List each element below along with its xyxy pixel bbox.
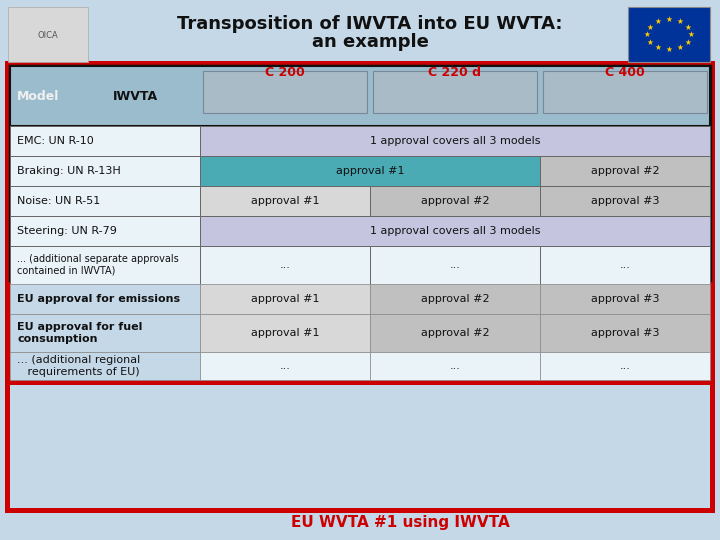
Bar [200, 284, 710, 380]
Text: ...: ... [449, 361, 460, 371]
Bar [370, 246, 540, 284]
Bar [203, 71, 367, 113]
Bar [10, 314, 200, 352]
Bar [540, 314, 710, 352]
Text: C 200: C 200 [265, 65, 305, 78]
Bar [10, 216, 200, 246]
Text: approval #1: approval #1 [336, 166, 404, 176]
Text: ★: ★ [677, 17, 683, 26]
Bar [370, 186, 540, 216]
Text: OICA: OICA [37, 30, 58, 39]
Text: approval #1: approval #1 [251, 328, 319, 338]
Bar [10, 126, 200, 156]
Text: ★: ★ [665, 45, 672, 54]
Bar [200, 282, 715, 385]
Text: ★: ★ [665, 15, 672, 24]
Text: EU WVTA #1 using IWVTA: EU WVTA #1 using IWVTA [291, 515, 509, 530]
Text: ★: ★ [654, 17, 662, 26]
Text: ... (additional separate approvals
contained in IWVTA): ... (additional separate approvals conta… [17, 254, 179, 276]
Text: ★: ★ [647, 37, 653, 46]
Text: IWVTA: IWVTA [112, 90, 158, 103]
Bar [540, 284, 710, 314]
Bar [373, 71, 537, 113]
Text: approval #2: approval #2 [420, 328, 490, 338]
Bar [628, 7, 710, 62]
Bar [200, 246, 370, 284]
Bar [200, 126, 710, 156]
Text: ...: ... [279, 361, 290, 371]
Text: ...: ... [449, 260, 460, 270]
Bar [10, 66, 710, 284]
Text: ★: ★ [685, 23, 691, 31]
Text: EU approval for emissions: EU approval for emissions [17, 294, 180, 304]
Bar [200, 352, 370, 380]
Bar [5, 282, 200, 385]
Text: EU approval for fuel
consumption: EU approval for fuel consumption [17, 322, 143, 344]
Text: approval #3: approval #3 [590, 196, 660, 206]
Bar [10, 156, 200, 186]
Bar [10, 352, 200, 380]
Text: ...: ... [279, 260, 290, 270]
Text: C 220 d: C 220 d [428, 65, 482, 78]
Text: ...: ... [620, 361, 631, 371]
Bar [540, 352, 710, 380]
Text: approval #3: approval #3 [590, 294, 660, 304]
Text: C 400: C 400 [605, 65, 645, 78]
Text: ★: ★ [688, 30, 694, 39]
Bar [8, 7, 88, 62]
Bar [370, 314, 540, 352]
Text: approval #3: approval #3 [590, 328, 660, 338]
Text: Noise: UN R-51: Noise: UN R-51 [17, 196, 100, 206]
Bar [10, 246, 200, 284]
Text: 1 approval covers all 3 models: 1 approval covers all 3 models [370, 136, 540, 146]
Bar [10, 284, 200, 380]
Text: ★: ★ [654, 43, 662, 52]
Bar [10, 66, 710, 126]
Bar [540, 246, 710, 284]
Text: approval #2: approval #2 [420, 294, 490, 304]
Text: ★: ★ [677, 43, 683, 52]
Bar [200, 216, 710, 246]
Text: ★: ★ [685, 37, 691, 46]
Bar [370, 352, 540, 380]
Text: Transposition of IWVTA into EU WVTA:: Transposition of IWVTA into EU WVTA: [177, 15, 563, 33]
Bar [10, 66, 710, 508]
Bar [200, 186, 370, 216]
Text: approval #2: approval #2 [420, 196, 490, 206]
Bar [200, 314, 370, 352]
Text: ... (additional regional
   requirements of EU): ... (additional regional requirements of… [17, 355, 140, 377]
Text: 1 approval covers all 3 models: 1 approval covers all 3 models [370, 226, 540, 236]
Text: EMC: UN R-10: EMC: UN R-10 [17, 136, 94, 146]
Bar [370, 284, 540, 314]
Text: approval #2: approval #2 [590, 166, 660, 176]
Bar [200, 156, 540, 186]
Bar [5, 61, 715, 513]
Text: Steering: UN R-79: Steering: UN R-79 [17, 226, 117, 236]
Bar [540, 156, 710, 186]
Bar [10, 186, 200, 216]
Text: approval #1: approval #1 [251, 196, 319, 206]
Bar [540, 186, 710, 216]
Bar [543, 71, 707, 113]
Text: ★: ★ [644, 30, 650, 39]
Bar [10, 284, 200, 314]
Text: an example: an example [312, 33, 428, 51]
Text: Model: Model [17, 90, 59, 103]
Text: approval #1: approval #1 [251, 294, 319, 304]
Bar [200, 284, 370, 314]
Text: ...: ... [620, 260, 631, 270]
Text: Braking: UN R-13H: Braking: UN R-13H [17, 166, 121, 176]
Text: ★: ★ [647, 23, 653, 31]
